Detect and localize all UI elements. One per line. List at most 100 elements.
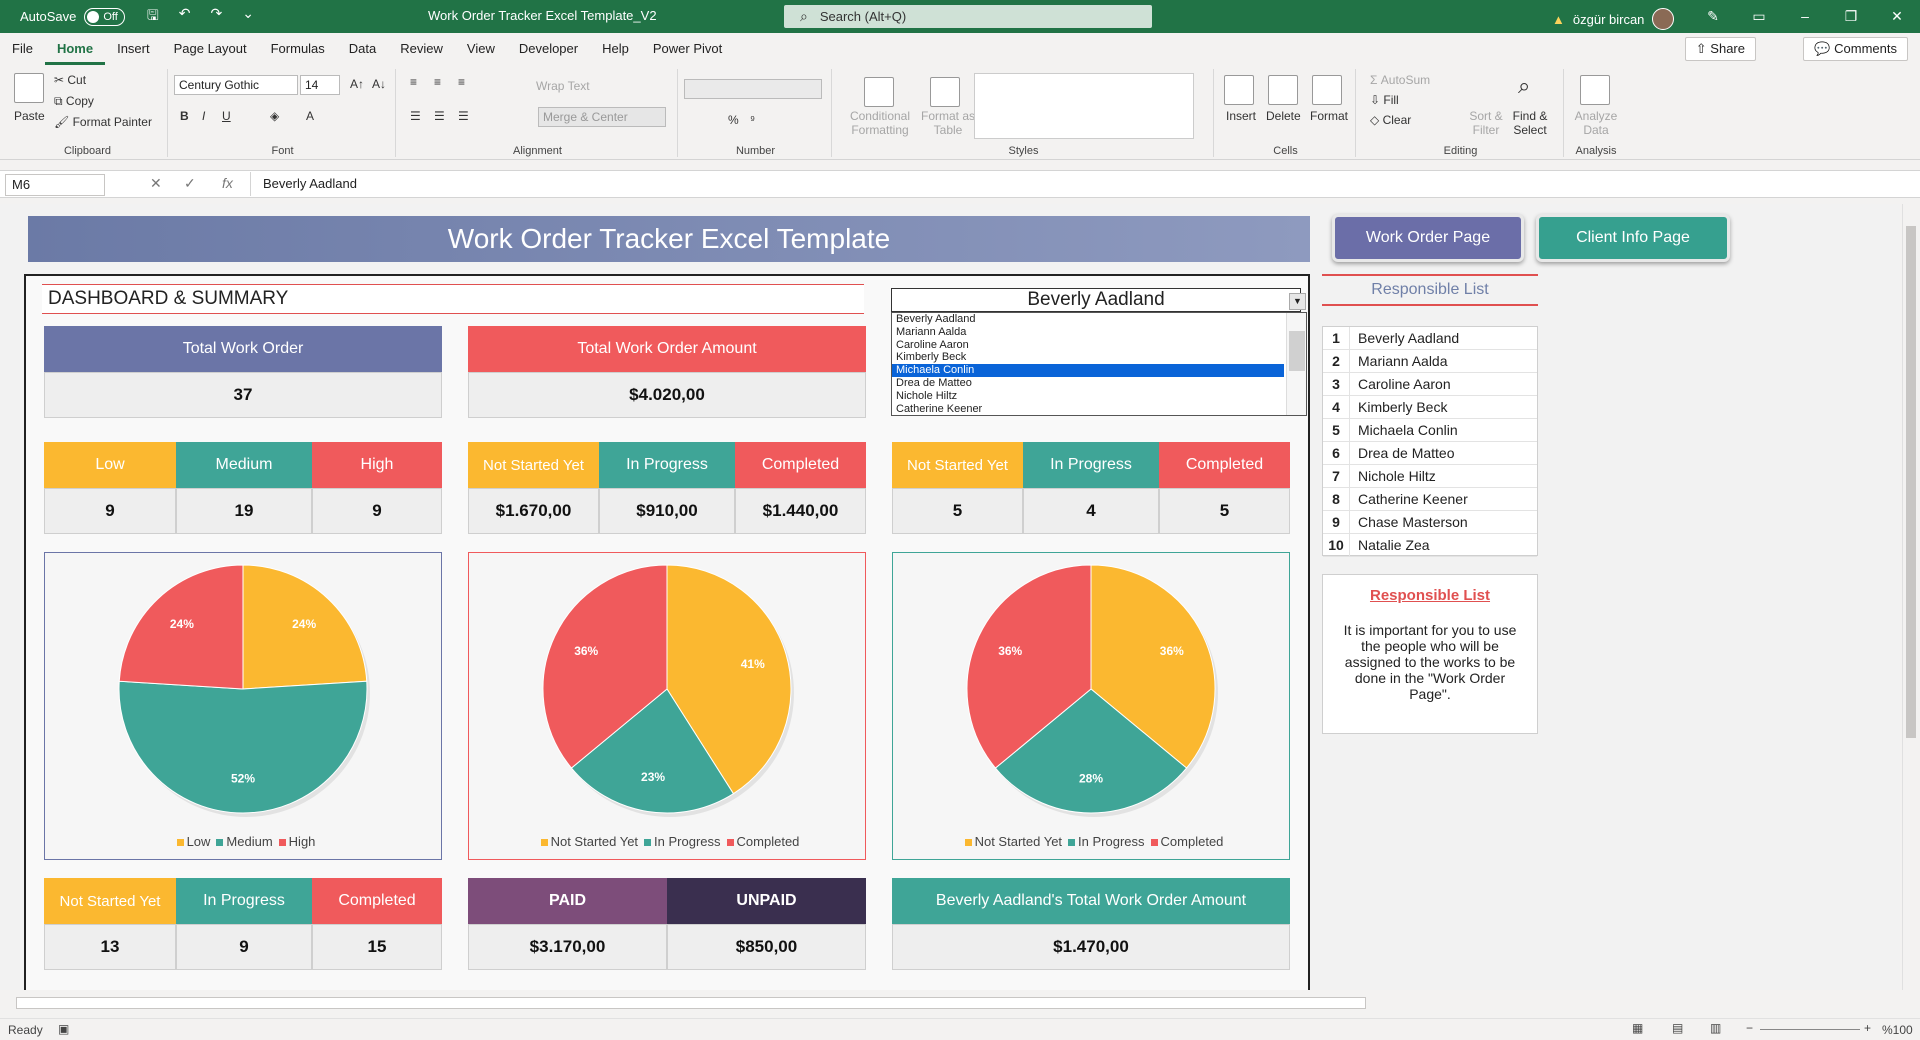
page-break-view-icon[interactable]: ▥ [1710,1021,1722,1035]
pie-slice-not-started-yet[interactable] [1090,564,1216,769]
dropdown-option[interactable]: Michaela Conlin [892,364,1284,377]
user-account[interactable]: ▲ özgür bircan [1552,8,1675,30]
right-align-icon[interactable]: ☰ [458,109,469,123]
pie-slice-completed[interactable] [542,564,668,769]
dropdown-option[interactable]: Mariann Aalda [896,325,967,338]
delete-cells-button[interactable]: Delete [1266,109,1301,123]
tab-page-layout[interactable]: Page Layout [173,41,247,56]
format-as-table-button[interactable]: Format as Table [920,109,975,137]
tab-review[interactable]: Review [400,41,443,56]
pie-slice-completed[interactable] [966,564,1092,769]
zoom-slider[interactable] [1760,1029,1860,1030]
vertical-scrollbar[interactable] [1902,204,1918,990]
tab-data[interactable]: Data [348,41,377,56]
zoom-level[interactable]: %100 [1882,1023,1913,1037]
person-dropdown-list[interactable]: Beverly Aadland Mariann Aalda Caroline Aar… [891,312,1307,416]
font-color-icon[interactable]: A [306,109,315,123]
normal-view-icon[interactable]: ▦ [1632,1021,1644,1035]
dropdown-option[interactable]: Beverly Aadland [896,313,976,325]
fill-button[interactable]: ⇩ Fill [1370,93,1399,107]
pie-slice-medium[interactable] [118,680,368,814]
left-align-icon[interactable]: ☰ [410,109,421,123]
tab-view[interactable]: View [466,41,495,56]
tab-help[interactable]: Help [602,41,629,56]
redo-icon[interactable]: ↷ [210,4,223,21]
center-align-icon[interactable]: ☰ [434,109,445,123]
tab-insert[interactable]: Insert [117,41,150,56]
pie-slice-not-started-yet[interactable] [666,564,792,795]
ribbon-display-icon[interactable]: ▭ [1752,8,1766,24]
comments-button[interactable]: 💬 Comments [1803,37,1908,61]
close-button[interactable]: ✕ [1891,8,1903,24]
person-select-arrow[interactable]: ▼ [1289,293,1306,310]
autosum-button[interactable]: Σ AutoSum [1370,73,1431,87]
insert-cells-button[interactable]: Insert [1226,109,1257,123]
tab-home[interactable]: Home [44,33,106,65]
undo-icon[interactable]: ↶ [178,4,191,21]
cancel-icon[interactable]: ✕ [150,175,162,191]
fill-color-icon[interactable]: ◈ [270,109,280,123]
tab-power-pivot[interactable]: Power Pivot [652,41,723,56]
dropdown-option[interactable]: Drea de Matteo [896,376,972,389]
sort-filter-button[interactable]: Sort & Filter [1469,109,1503,137]
font-family-select[interactable]: Century Gothic [174,75,298,95]
comma-icon[interactable]: ⁹ [750,113,756,127]
pie-slice-high[interactable] [118,564,244,690]
search-box[interactable]: ⌕ Search (Alt+Q) [784,5,1152,28]
cut-button[interactable]: ✂ Cut [54,73,87,87]
number-format-select[interactable] [684,79,822,99]
bottom-align-icon[interactable]: ≡ [458,75,466,89]
zoom-in-icon[interactable]: + [1864,1021,1872,1035]
top-align-icon[interactable]: ≡ [410,75,418,89]
dropdown-option[interactable]: Nichole Hiltz [896,389,958,402]
middle-align-icon[interactable]: ≡ [434,75,442,89]
wrap-text-button[interactable]: Wrap Text [536,79,590,93]
grow-font-icon[interactable]: A↑ [350,77,365,91]
pie-slice-in-progress[interactable] [994,688,1188,814]
accessibility-icon[interactable]: ▣ [58,1022,70,1036]
document-title[interactable]: Work Order Tracker Excel Template_V2 [428,8,657,23]
pen-icon[interactable]: ✎ [1707,8,1719,24]
zoom-out-icon[interactable]: − [1746,1021,1754,1035]
pie-slice-low[interactable] [242,564,368,690]
paste-button[interactable]: Paste [14,109,45,123]
dropdown-option[interactable]: Kimberly Beck [896,351,967,364]
person-select[interactable]: Beverly Aadland [891,288,1301,312]
pie-slice-in-progress[interactable] [570,688,735,814]
percent-icon[interactable]: % [728,113,739,127]
autosave-toggle[interactable]: Off [84,7,125,26]
merge-center-button[interactable]: Merge & Center [538,107,666,127]
minimize-button[interactable]: – [1801,8,1809,24]
enter-icon[interactable]: ✓ [184,175,196,191]
formula-input[interactable]: Beverly Aadland [250,172,1902,196]
font-size-select[interactable]: 14 [300,75,340,95]
work-order-page-button[interactable]: Work Order Page [1332,214,1524,262]
clear-button[interactable]: ◇ Clear [1370,113,1412,127]
tab-developer[interactable]: Developer [518,41,579,56]
function-icon[interactable]: fx [222,175,233,191]
italic-icon[interactable]: I [202,109,206,123]
shrink-font-icon[interactable]: A↓ [372,77,387,91]
dropdown-option[interactable]: Caroline Aaron [896,338,969,351]
conditional-formatting-button[interactable]: Conditional Formatting [849,109,911,137]
format-painter-button[interactable]: 🖌 Format Painter [54,115,152,129]
amount-status-pie-chart[interactable]: 41% 23% 36% Not Started Yet In Progress Comp… [468,552,866,860]
dropdown-scrollbar[interactable] [1286,313,1306,415]
dropdown-option[interactable]: Catherine Keener [896,402,983,415]
tab-formulas[interactable]: Formulas [270,41,325,56]
copy-button[interactable]: ⧉ Copy [54,94,94,108]
save-icon[interactable]: 🖫 [146,6,159,23]
customize-qat-icon[interactable]: ⌄ [242,4,254,21]
analyze-data-button[interactable]: Analyze Data [1574,109,1618,137]
restore-button[interactable]: ❐ [1844,8,1858,24]
tab-file[interactable]: File [12,41,33,56]
bold-icon[interactable]: B [180,109,189,123]
person-status-pie-chart[interactable]: 36% 28% 36% Not Started Yet In Progress Comp… [892,552,1290,860]
priority-pie-chart[interactable]: 24% 52% 24% Low Medium High [44,552,442,860]
page-layout-view-icon[interactable]: ▤ [1672,1021,1684,1035]
share-button[interactable]: ⇧ Share [1684,37,1756,61]
cell-styles-gallery[interactable] [974,73,1194,139]
name-box[interactable]: M6 [5,174,105,196]
underline-icon[interactable]: U [222,109,231,123]
find-select-button[interactable]: Find & Select [1512,109,1548,137]
